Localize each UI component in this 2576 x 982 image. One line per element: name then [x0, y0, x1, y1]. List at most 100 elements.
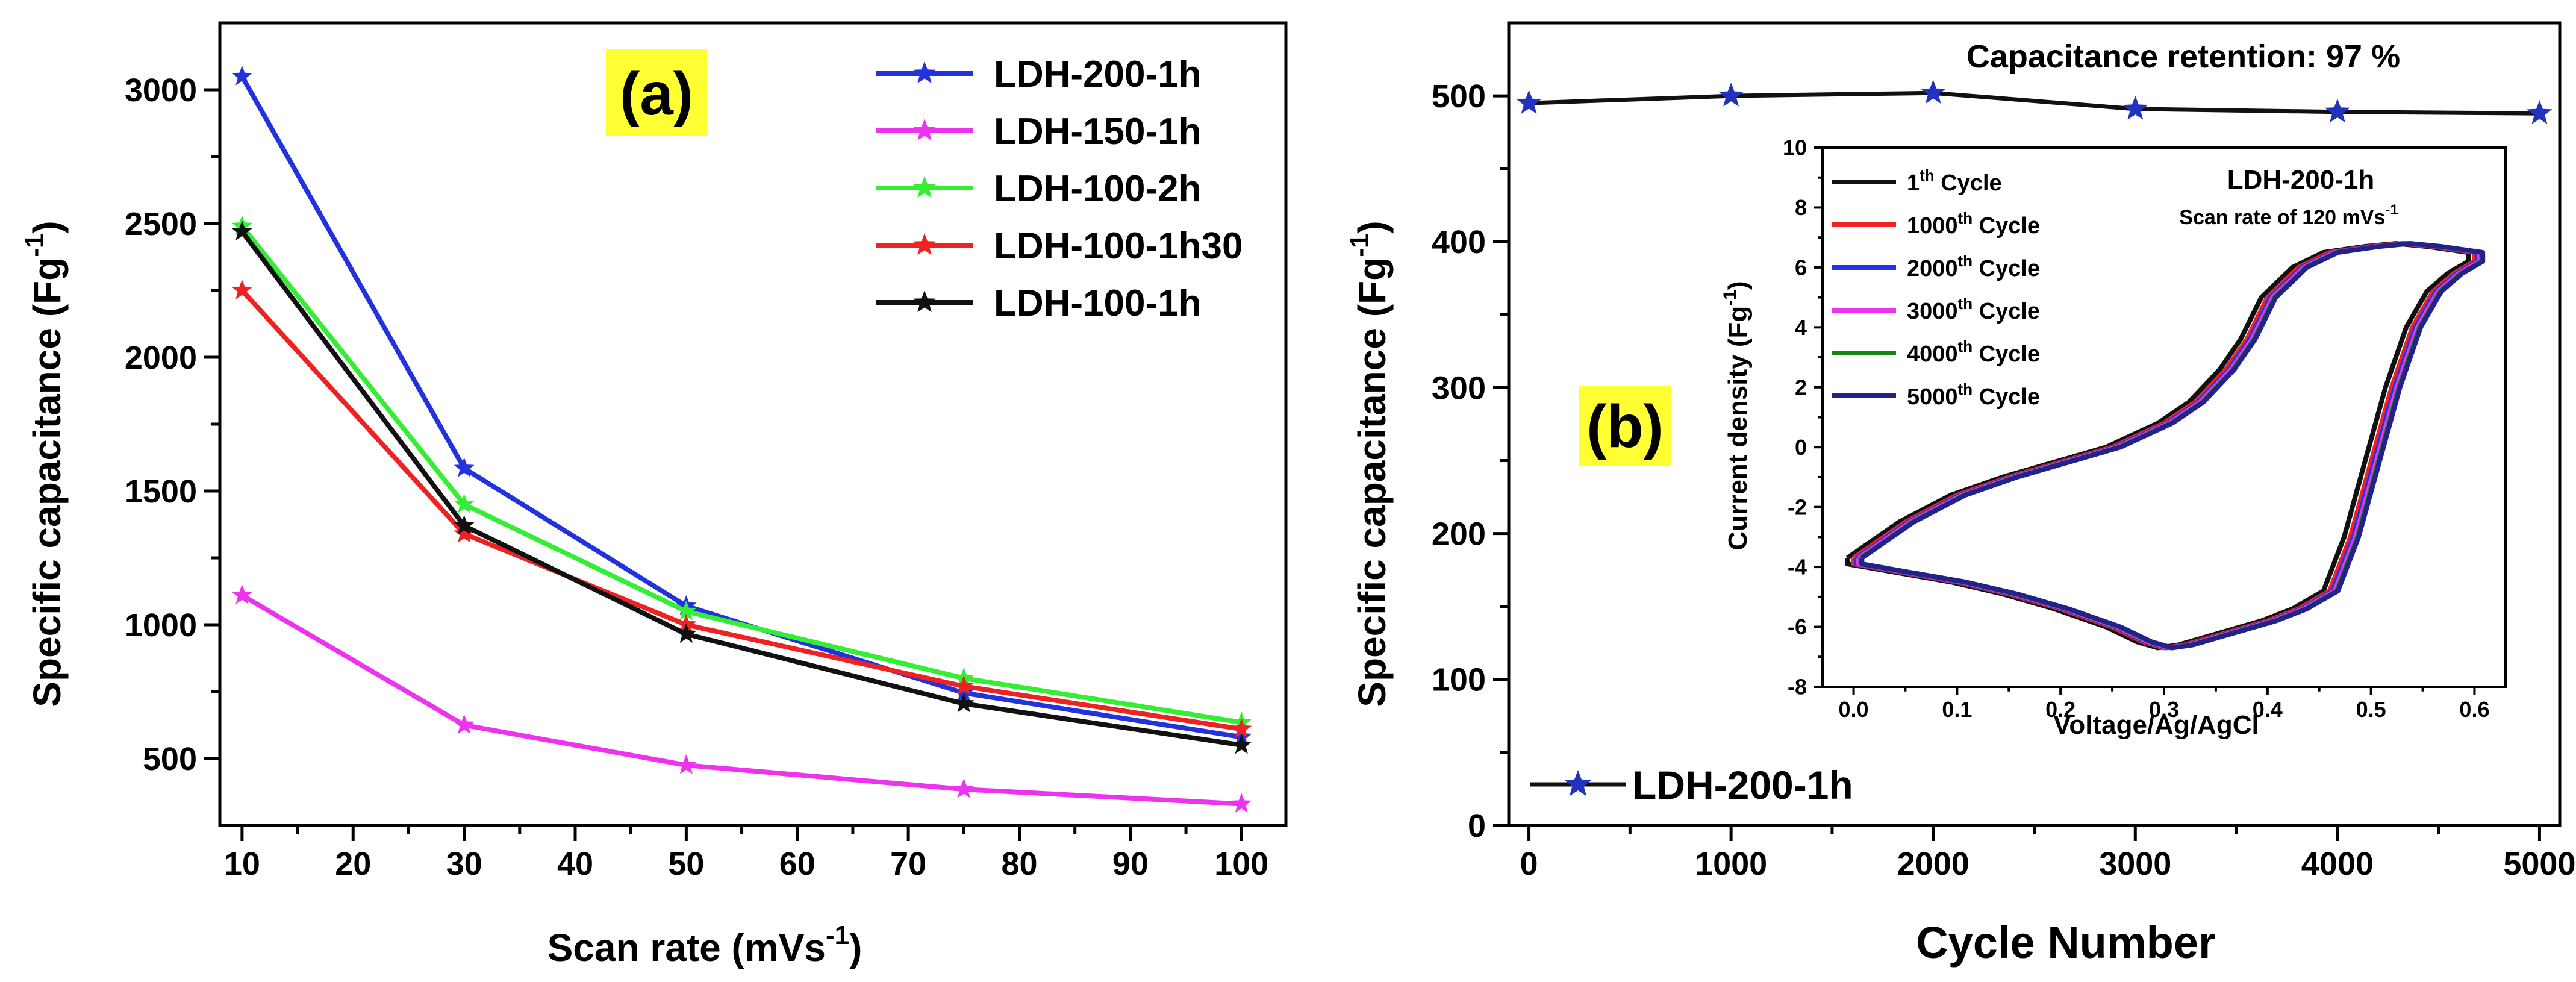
panel-a-y-axis-label-end: ) — [25, 220, 69, 233]
panel-a-data-point — [231, 220, 252, 240]
inset-x-tick-label: 0.1 — [1942, 697, 1972, 722]
inset-legend-cycle-word: Cycle — [1973, 299, 2040, 324]
panel-a-label-bg — [606, 49, 707, 136]
inset-y-tick-label: 0 — [1795, 435, 1807, 460]
panel-a-data-point — [454, 493, 475, 513]
panel-b-y-tick-label: 0 — [1468, 808, 1486, 844]
inset-x-tick-label: 0.4 — [2253, 697, 2283, 722]
panel-a-x-tick-label: 40 — [557, 846, 593, 882]
panel-a-data-point — [1231, 734, 1252, 754]
inset-legend-cycle-word: Cycle — [1973, 384, 2040, 410]
panel-b-legend-marker — [1564, 770, 1592, 796]
panel-a-data-point — [1231, 718, 1252, 738]
panel-a-legend-marker — [913, 290, 936, 313]
panel-b-y-axis-label-main: Specific capacitance (Fg — [1350, 257, 1394, 707]
panel-b-x-tick-label: 1000 — [1695, 846, 1767, 882]
panel-a-x-axis-label-sup: -1 — [826, 921, 849, 950]
inset-legend-label: 2000th Cycle — [1907, 252, 2040, 281]
panel-a-y-axis-label-sup: -1 — [20, 234, 49, 257]
panel-a-data-point — [953, 693, 975, 713]
inset-legend-cycle-number: 2000 — [1907, 256, 1958, 281]
panel-a-series — [231, 65, 1252, 813]
inset-legend-cycle-suffix: th — [1920, 166, 1935, 184]
panel-a-data-point — [231, 280, 252, 299]
inset-subtitle-sup: -1 — [2385, 202, 2398, 218]
panel-a-y-axis-label: Specific capacitance (Fg-1) — [20, 220, 69, 707]
panel-a-y-tick-label: 1500 — [125, 474, 197, 510]
inset-legend-label: 1th Cycle — [1907, 166, 2002, 196]
inset-legend-cycle-word: Cycle — [1973, 256, 2040, 281]
panel-a-data-point — [231, 65, 252, 86]
inset-legend-cycle-suffix: th — [1958, 295, 1973, 313]
panel-a-x-axis-label-end: ) — [849, 926, 862, 969]
panel-b-y-axis-label-end: ) — [1350, 220, 1394, 233]
panel-b-x-tick-label: 0 — [1520, 846, 1538, 882]
panel-a-x-tick-label: 50 — [668, 846, 704, 882]
inset-y-axis-label-end: ) — [1723, 281, 1753, 290]
panel-b-y-tick-label: 400 — [1432, 224, 1486, 260]
panel-a-x-tick-label: 100 — [1214, 846, 1268, 882]
panel-a-legend-marker — [913, 119, 936, 141]
inset-legend-label: 5000th Cycle — [1907, 380, 2040, 410]
panel-b-retention-annotation: Capacitance retention: 97 % — [1966, 39, 2400, 75]
inset-x-tick-label: 0.2 — [2045, 697, 2075, 722]
panel-b-data-point — [1516, 90, 1542, 114]
panel-a-x-tick-label: 30 — [446, 846, 482, 882]
panel-a-y-tick-label: 3000 — [125, 72, 197, 108]
panel-b-x-tick-label: 5000 — [2503, 846, 2575, 882]
panel-a-y-tick-label: 2500 — [125, 206, 197, 242]
panel-a-data-point — [676, 600, 697, 621]
inset-legend-cycle-number: 4000 — [1907, 342, 1958, 367]
panel-a-data-point — [454, 457, 475, 477]
inset-axes: 0.0 0.1 0.2 0.3 0.4 0.5 0.6 -8 -6 -4 -2 0 2 4 6 8 10 — [1783, 136, 2507, 722]
inset-y-tick-label: -8 — [1788, 675, 1807, 699]
panel-a-axes: 10 20 30 40 50 60 70 80 90 100 500 1000 1500 2000 2500… — [125, 21, 1288, 882]
panel-a-x-tick-label: 60 — [779, 846, 816, 882]
inset-series — [1845, 241, 2486, 651]
inset-x-axis-label: Voltage/Ag/AgCl — [2053, 710, 2259, 740]
panel-a-data-point — [454, 523, 475, 543]
panel-a-legend-label: LDH-150-1h — [994, 111, 1202, 152]
inset-legend-cycle-suffix: th — [1958, 252, 1973, 270]
inset-x-tick-label: 0.6 — [2459, 697, 2489, 722]
inset-legend-label: 4000th Cycle — [1907, 337, 2040, 367]
panel-a-y-axis-label-main: Specific capacitance (Fg — [25, 257, 69, 707]
panel-b-legend-label: LDH-200-1h — [1632, 763, 1853, 807]
panel-a-x-axis-label: Scan rate (mVs-1) — [547, 921, 862, 969]
panel-a-legend-marker — [913, 61, 936, 84]
panel-a-x-tick-label: 80 — [1001, 846, 1037, 882]
inset-legend-cycle-number: 5000 — [1907, 384, 1958, 410]
panel-a-data-point — [1231, 793, 1252, 813]
panel-b-data-point — [2122, 95, 2148, 120]
inset-x-tick-label: 0.3 — [2149, 697, 2179, 722]
inset-legend-label: 1000th Cycle — [1907, 209, 2040, 239]
panel-a-data-point — [953, 675, 975, 695]
inset-subtitle: Scan rate of 120 mVs-1 — [2179, 202, 2398, 229]
panel-a-x-tick-label: 10 — [224, 846, 260, 882]
inset-y-axis-label-sup: -1 — [1720, 290, 1740, 306]
panel-b-data-point — [1718, 83, 1744, 107]
panel-a-y-tick-label: 1000 — [125, 607, 197, 643]
panel-a-data-point — [676, 623, 697, 643]
inset-cycle-curve — [1859, 241, 2486, 651]
inset-y-tick-label: 2 — [1795, 375, 1807, 399]
inset-y-tick-label: 10 — [1783, 136, 1807, 160]
panel-a-y-tick-label: 2000 — [125, 340, 197, 376]
panel-a-legend-marker — [913, 233, 936, 255]
inset-legend-cycle-number: 1 — [1907, 170, 1920, 196]
inset-cycle-curve — [1845, 241, 2471, 651]
panel-b-legend: LDH-200-1h — [1530, 763, 1853, 807]
panel-b-x-tick-label: 4000 — [2301, 846, 2374, 882]
panel-a-x-tick-label: 20 — [335, 846, 371, 882]
panel-b-y-axis-label-sup: -1 — [1345, 234, 1374, 257]
panel-a-legend-marker — [913, 176, 936, 198]
inset-legend-cycle-number: 1000 — [1907, 213, 1958, 239]
panel-a-legend: LDH-200-1h LDH-150-1h LDH-100-2h LDH-100-1h… — [876, 54, 1243, 324]
panel-b-y-tick-label: 200 — [1432, 516, 1486, 552]
panel-a-data-point — [676, 754, 697, 774]
inset-legend-cycle-suffix: th — [1958, 380, 1973, 398]
inset-x-tick-label: 0.5 — [2356, 697, 2386, 722]
